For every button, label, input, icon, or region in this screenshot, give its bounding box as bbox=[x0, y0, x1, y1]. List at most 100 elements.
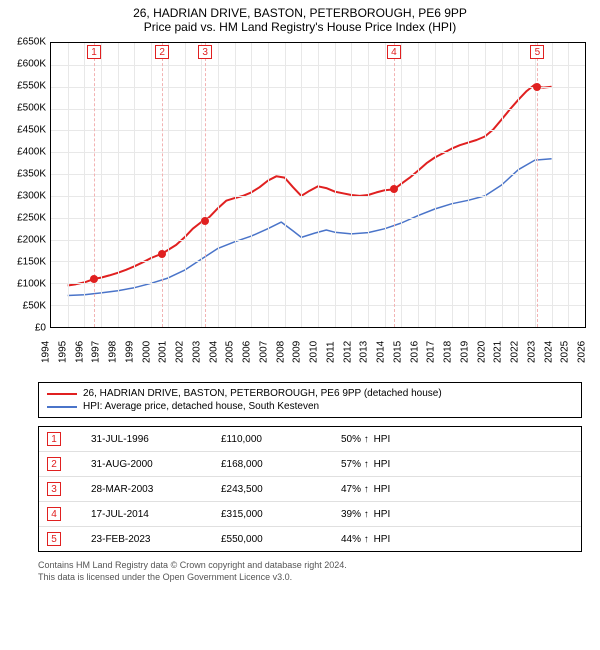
event-row: 523-FEB-2023£550,00044% ↑ HPI bbox=[39, 526, 581, 551]
gridline-v bbox=[351, 43, 352, 327]
marker-badge: 2 bbox=[155, 45, 169, 59]
gridline-v bbox=[235, 43, 236, 327]
x-tick-label: 1996 bbox=[74, 341, 85, 363]
x-tick-label: 2022 bbox=[510, 341, 521, 363]
event-delta: 50% ↑ HPI bbox=[341, 434, 411, 445]
gridline-v bbox=[435, 43, 436, 327]
x-tick-label: 2012 bbox=[342, 341, 353, 363]
chart-subtitle: Price paid vs. HM Land Registry's House … bbox=[8, 20, 592, 34]
chart-area: £0£50K£100K£150K£200K£250K£300K£350K£400… bbox=[8, 38, 592, 378]
footer-line-1: Contains HM Land Registry data © Crown c… bbox=[38, 560, 582, 572]
gridline-v bbox=[68, 43, 69, 327]
legend-swatch bbox=[47, 406, 77, 408]
arrow-up-icon: ↑ bbox=[364, 434, 369, 445]
gridline-v bbox=[568, 43, 569, 327]
gridline-v bbox=[84, 43, 85, 327]
gridline-v bbox=[201, 43, 202, 327]
legend: 26, HADRIAN DRIVE, BASTON, PETERBOROUGH,… bbox=[38, 382, 582, 418]
gridline-v bbox=[168, 43, 169, 327]
y-tick-label: £400K bbox=[17, 147, 46, 158]
x-tick-label: 2023 bbox=[526, 341, 537, 363]
gridline-v bbox=[552, 43, 553, 327]
event-date: 17-JUL-2014 bbox=[91, 509, 221, 520]
event-badge: 4 bbox=[47, 507, 61, 521]
x-tick-label: 2019 bbox=[459, 341, 470, 363]
marker-badge: 5 bbox=[530, 45, 544, 59]
x-axis-ticks: 1994199519961997199819992000200120022003… bbox=[50, 330, 586, 378]
x-tick-label: 1994 bbox=[41, 341, 52, 363]
series-line-hpi bbox=[68, 159, 552, 296]
x-tick-label: 1995 bbox=[57, 341, 68, 363]
marker-line bbox=[162, 43, 163, 327]
event-row: 328-MAR-2003£243,50047% ↑ HPI bbox=[39, 476, 581, 501]
event-delta: 39% ↑ HPI bbox=[341, 509, 411, 520]
gridline-v bbox=[118, 43, 119, 327]
gridline-v bbox=[134, 43, 135, 327]
event-price: £315,000 bbox=[221, 509, 341, 520]
gridline-v bbox=[101, 43, 102, 327]
y-tick-label: £0 bbox=[35, 323, 46, 334]
titles: 26, HADRIAN DRIVE, BASTON, PETERBOROUGH,… bbox=[8, 6, 592, 38]
x-tick-label: 2021 bbox=[493, 341, 504, 363]
gridline-v bbox=[518, 43, 519, 327]
x-tick-label: 1997 bbox=[91, 341, 102, 363]
x-tick-label: 2020 bbox=[476, 341, 487, 363]
plot-area: 12345 bbox=[50, 42, 586, 328]
y-tick-label: £50K bbox=[23, 301, 46, 312]
event-delta: 47% ↑ HPI bbox=[341, 484, 411, 495]
gridline-v bbox=[251, 43, 252, 327]
x-tick-label: 2000 bbox=[141, 341, 152, 363]
sale-point bbox=[201, 217, 209, 225]
y-tick-label: £200K bbox=[17, 235, 46, 246]
y-tick-label: £600K bbox=[17, 59, 46, 70]
x-tick-label: 2024 bbox=[543, 341, 554, 363]
gridline-v bbox=[285, 43, 286, 327]
x-tick-label: 2002 bbox=[175, 341, 186, 363]
sale-point bbox=[158, 250, 166, 258]
y-tick-label: £500K bbox=[17, 103, 46, 114]
event-badge: 1 bbox=[47, 432, 61, 446]
chart-title: 26, HADRIAN DRIVE, BASTON, PETERBOROUGH,… bbox=[8, 6, 592, 20]
gridline-v bbox=[502, 43, 503, 327]
y-tick-label: £350K bbox=[17, 169, 46, 180]
y-tick-label: £250K bbox=[17, 213, 46, 224]
legend-row: HPI: Average price, detached house, Sout… bbox=[47, 400, 573, 413]
event-badge: 3 bbox=[47, 482, 61, 496]
event-badge: 2 bbox=[47, 457, 61, 471]
x-tick-label: 2015 bbox=[392, 341, 403, 363]
event-price: £550,000 bbox=[221, 534, 341, 545]
marker-badge: 3 bbox=[198, 45, 212, 59]
x-tick-label: 2010 bbox=[309, 341, 320, 363]
x-tick-label: 1999 bbox=[124, 341, 135, 363]
x-tick-label: 2013 bbox=[359, 341, 370, 363]
gridline-v bbox=[452, 43, 453, 327]
x-tick-label: 1998 bbox=[108, 341, 119, 363]
event-row: 231-AUG-2000£168,00057% ↑ HPI bbox=[39, 451, 581, 476]
legend-row: 26, HADRIAN DRIVE, BASTON, PETERBOROUGH,… bbox=[47, 387, 573, 400]
arrow-up-icon: ↑ bbox=[364, 484, 369, 495]
series-line-property bbox=[68, 85, 552, 286]
x-tick-label: 2016 bbox=[409, 341, 420, 363]
event-date: 31-JUL-1996 bbox=[91, 434, 221, 445]
x-tick-label: 2014 bbox=[376, 341, 387, 363]
legend-swatch bbox=[47, 393, 77, 395]
y-tick-label: £100K bbox=[17, 279, 46, 290]
x-tick-label: 2025 bbox=[560, 341, 571, 363]
gridline-v bbox=[418, 43, 419, 327]
x-tick-label: 2017 bbox=[426, 341, 437, 363]
event-date: 31-AUG-2000 bbox=[91, 459, 221, 470]
event-delta: 57% ↑ HPI bbox=[341, 459, 411, 470]
x-tick-label: 2003 bbox=[191, 341, 202, 363]
y-tick-label: £550K bbox=[17, 81, 46, 92]
x-tick-label: 2026 bbox=[577, 341, 588, 363]
event-row: 4 17-JUL-2014£315,00039% ↑ HPI bbox=[39, 501, 581, 526]
arrow-up-icon: ↑ bbox=[364, 534, 369, 545]
footer: Contains HM Land Registry data © Crown c… bbox=[38, 560, 582, 583]
event-date: 23-FEB-2023 bbox=[91, 534, 221, 545]
sale-point bbox=[390, 185, 398, 193]
gridline-v bbox=[401, 43, 402, 327]
event-date: 28-MAR-2003 bbox=[91, 484, 221, 495]
x-tick-label: 2001 bbox=[158, 341, 169, 363]
x-tick-label: 2004 bbox=[208, 341, 219, 363]
gridline-v bbox=[185, 43, 186, 327]
